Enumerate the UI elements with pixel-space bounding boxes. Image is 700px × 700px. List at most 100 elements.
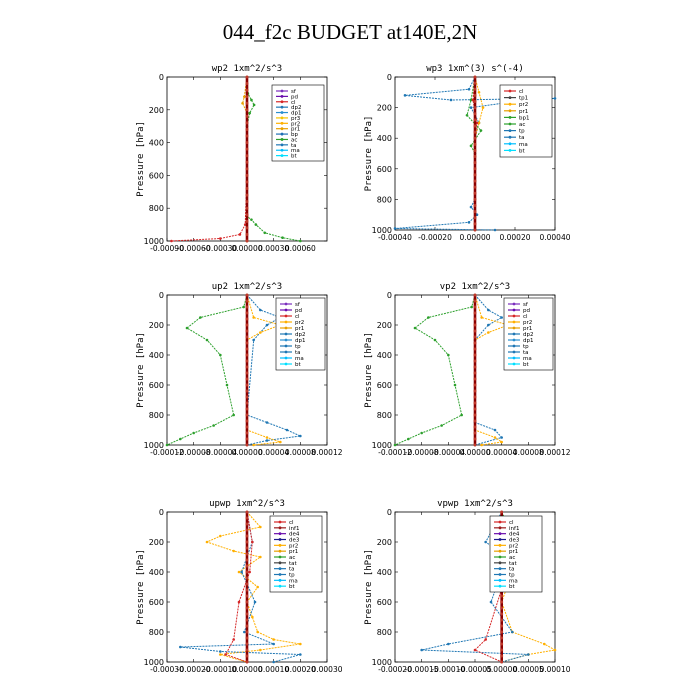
legend-marker-cl — [284, 314, 288, 318]
series-point-tp — [487, 323, 490, 327]
series-point-bp1 — [407, 437, 410, 441]
series-point-center — [245, 353, 249, 357]
legend-marker-pr2 — [498, 543, 502, 547]
y-tick-label: 200 — [149, 538, 164, 547]
x-tick-label: -0.00004 — [203, 448, 237, 457]
series-point-pr2 — [259, 555, 262, 559]
legend-label-pr1: pr1 — [291, 127, 300, 133]
x-tick-label: -0.00015 — [405, 665, 439, 674]
series-point-tp — [299, 653, 302, 656]
series-point-center — [473, 443, 477, 447]
y-tick-label: 400 — [149, 139, 164, 148]
series-point-tp — [489, 600, 493, 604]
series-point-center — [473, 407, 477, 411]
legend-label-sf: sf — [295, 302, 301, 308]
legend-marker-dp2 — [284, 332, 288, 336]
series-point-bp1 — [212, 424, 215, 427]
legend-marker-tat — [278, 561, 282, 565]
x-tick-label: 0.00010 — [258, 665, 289, 674]
series-point-center — [245, 648, 249, 652]
legend-label-ta: ta — [291, 143, 297, 149]
series-point-center — [245, 305, 249, 309]
chart-panel-4: vp2 1xm^2/s^3 Pressure [hPa] 0 200 400 600 800… — [364, 282, 571, 457]
y-tick-label: 600 — [377, 381, 392, 390]
legend-marker-cl — [498, 520, 502, 524]
series-point-center — [245, 359, 249, 363]
legend-label-bp1: bp1 — [519, 115, 529, 121]
series-point-center — [245, 528, 249, 532]
series-point-center — [473, 87, 477, 91]
legend-marker-ac — [280, 138, 284, 141]
series-point-pr2 — [481, 106, 485, 109]
legend-label-pr3: pr3 — [291, 116, 301, 122]
series-point-cl — [237, 600, 241, 604]
legend-label-de3: de3 — [509, 538, 520, 544]
legend-marker-pd — [280, 94, 284, 98]
series-point-tp — [500, 316, 503, 319]
legend-label-bp: bp — [291, 132, 298, 138]
series-point-tp — [527, 653, 530, 656]
legend-marker-dp2 — [280, 105, 284, 109]
series-point-center — [473, 431, 477, 435]
series-point-center — [245, 624, 249, 628]
series-point-center — [245, 114, 249, 118]
series-point-center — [245, 371, 249, 375]
y-tick-label: 600 — [377, 598, 392, 607]
series-point-tp — [420, 648, 423, 652]
series-point-center — [473, 93, 477, 97]
series-point-bp1 — [470, 305, 473, 309]
x-tick-label: 0.00012 — [311, 448, 342, 457]
legend-marker-de4 — [278, 532, 282, 536]
series-point-tp — [265, 421, 269, 424]
y-tick-label: 1000 — [144, 441, 164, 450]
series-point-center — [245, 232, 249, 236]
series-point-center — [245, 588, 249, 592]
series-line-tp — [246, 294, 303, 446]
legend-label-pd: pd — [523, 308, 530, 314]
series-point-center — [245, 389, 249, 393]
legend-label-pd: pd — [291, 94, 298, 100]
figure-title: 044_f2c BUDGET at140E,2N — [222, 20, 478, 44]
series-point-center — [500, 624, 504, 628]
legend-marker-de3 — [278, 538, 282, 541]
series-point-pr2 — [487, 331, 490, 334]
series-point-center — [473, 425, 477, 429]
legend-marker-pr3 — [280, 116, 284, 120]
series-point-bp1 — [250, 98, 253, 102]
series-point-center — [245, 431, 249, 435]
series-point-center — [245, 311, 249, 315]
y-tick-label: 600 — [377, 165, 392, 174]
series-point-cl — [473, 648, 477, 652]
series-point-center — [500, 606, 504, 610]
x-tick-label: 0.00000 — [459, 448, 490, 457]
legend-marker-ma — [498, 578, 502, 582]
legend-marker-bt — [512, 362, 516, 366]
series-point-center — [245, 612, 249, 616]
legend-label-cl: cl — [509, 520, 514, 526]
series-point-center — [245, 419, 249, 423]
x-tick-label: -0.00010 — [203, 665, 237, 674]
series-point-bp1 — [179, 437, 182, 441]
series-point-center — [245, 660, 249, 664]
y-tick-label: 800 — [149, 628, 164, 637]
y-tick-label: 200 — [149, 106, 164, 115]
legend-label-ta: ta — [519, 135, 525, 141]
legend-marker-bt — [498, 584, 502, 588]
y-tick-label: 1000 — [372, 441, 392, 450]
y-tick-label: 400 — [149, 351, 164, 360]
legend-label-ma: ma — [291, 148, 300, 154]
series-line-pr1 — [242, 76, 248, 241]
legend-label-tat: tat — [289, 561, 298, 567]
series-line-tp — [474, 294, 503, 446]
series-point-tp — [252, 338, 255, 342]
legend-label-bt: bt — [295, 362, 301, 368]
legend-label-ma: ma — [295, 356, 304, 362]
series-point-pr2 — [219, 534, 222, 538]
legend-label-dp1: dp1 — [295, 338, 305, 344]
series-line-bp1 — [394, 294, 476, 446]
series-point-bp1 — [433, 338, 437, 342]
x-tick-label: -0.00020 — [177, 665, 211, 674]
chart-panel-3: up2 1xm^2/s^3 Pressure [hPa] 0 200 400 600 800… — [136, 282, 343, 457]
series-point-center — [473, 197, 477, 201]
series-point-center — [473, 106, 477, 110]
